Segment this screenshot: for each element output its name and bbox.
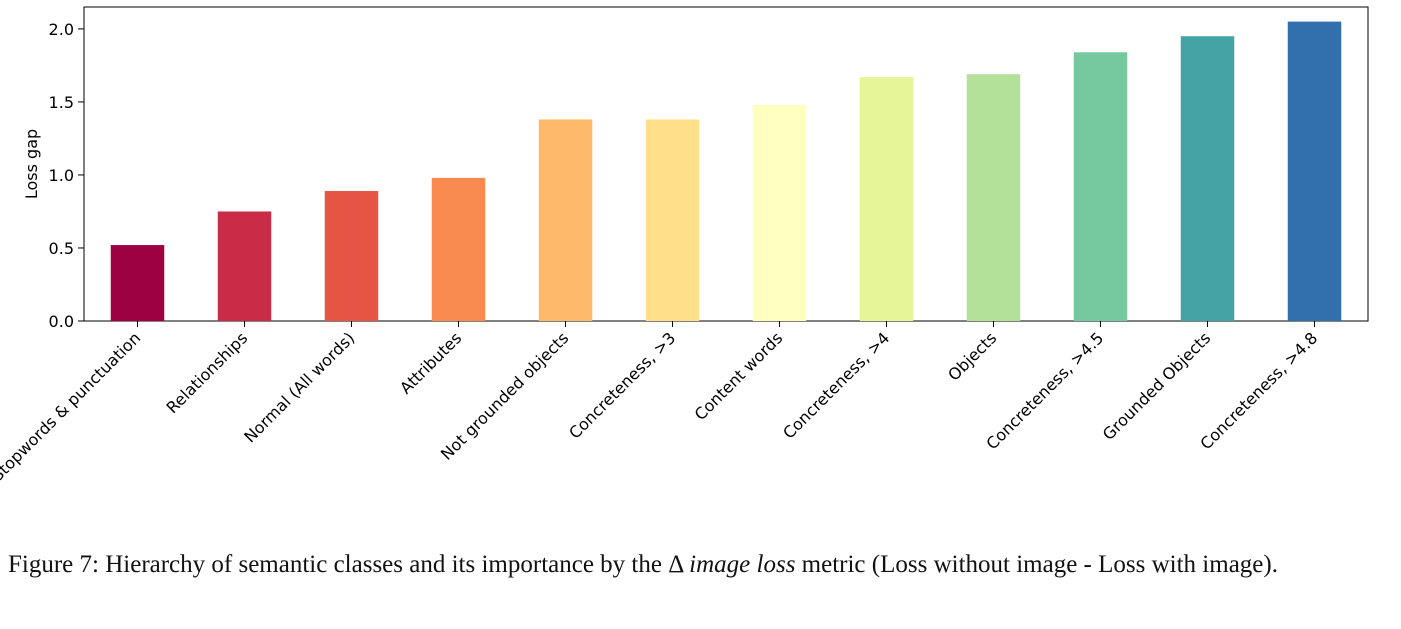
x-tick-label: Stopwords & punctuation <box>0 328 144 485</box>
bar <box>1073 52 1128 322</box>
x-tick-label: Concreteness, >4.5 <box>982 328 1107 453</box>
bar <box>217 211 272 321</box>
x-tick-label: Relationships <box>163 328 252 417</box>
x-tick-label: Concreteness, >3 <box>565 328 679 442</box>
bar <box>752 104 807 321</box>
x-tick-label: Content words <box>691 328 787 424</box>
bar <box>431 177 486 321</box>
x-tick-label: Concreteness, >4 <box>779 328 893 442</box>
bar <box>645 119 700 321</box>
x-tick-label: Objects <box>944 328 1000 384</box>
x-tick-label: Concreteness, >4.8 <box>1196 328 1321 453</box>
bar <box>324 191 379 321</box>
y-tick-label: 1.0 <box>49 166 74 185</box>
caption-delta-symbol: Δ <box>668 551 683 578</box>
x-tick-label: Normal (All words) <box>240 328 358 446</box>
bar <box>859 77 914 321</box>
caption-suffix: metric (Loss without image - Loss with i… <box>795 551 1278 578</box>
caption-prefix: Figure 7: Hierarchy of semantic classes … <box>8 551 669 578</box>
y-tick-label: 0.0 <box>49 312 74 331</box>
bar <box>1287 21 1342 322</box>
plot-area <box>83 6 1369 322</box>
y-tick-label: 2.0 <box>49 20 74 39</box>
bar <box>1180 36 1235 322</box>
y-tick-label: 1.5 <box>49 93 74 112</box>
x-tick-label: Grounded Objects <box>1099 328 1215 444</box>
y-tick-label: 0.5 <box>49 239 74 258</box>
bar <box>966 74 1021 321</box>
y-axis-label: Loss gap <box>22 129 41 199</box>
bar <box>538 119 593 321</box>
caption-metric: image loss <box>689 551 796 578</box>
figure-caption: Figure 7: Hierarchy of semantic classes … <box>8 548 1398 582</box>
x-tick-label: Attributes <box>396 328 465 397</box>
bar-chart: Loss gap 0.0 0.5 1.0 1.5 2.0 Stopwords & pun… <box>0 6 1369 485</box>
bar <box>110 245 165 321</box>
